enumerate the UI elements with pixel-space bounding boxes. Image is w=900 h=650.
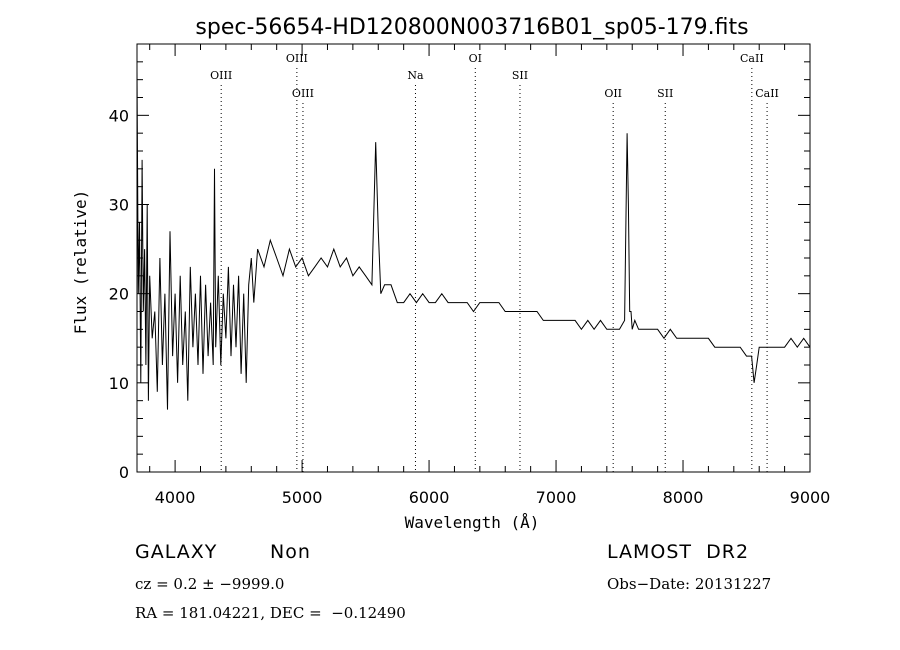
emission-line-label: Na [407,69,424,82]
y-tick-label: 0 [119,463,129,482]
x-tick-label: 8000 [663,488,704,507]
emission-line-label: SII [512,69,528,82]
x-axis-label: Wavelength (Å) [405,513,540,532]
emission-line-label: OIII [286,52,308,65]
survey-name: LAMOST DR2 [607,541,750,563]
y-tick-label: 30 [109,196,129,215]
emission-line-label: CaII [755,87,779,100]
emission-line-label: OIII [210,69,232,82]
y-tick-label: 40 [109,106,129,125]
y-tick-label: 20 [109,285,129,304]
object-subclass: Non [270,541,311,563]
coordinates-info: RA = 181.04221, DEC = −0.12490 [135,604,406,622]
x-tick-label: 4000 [155,488,196,507]
emission-line-label: SII [657,87,673,100]
redshift-info: cz = 0.2 ± −9999.0 [135,575,285,593]
y-axis-label: Flux (relative) [71,190,90,335]
y-tick-label: 10 [109,374,129,393]
emission-line-label: CaII [740,52,764,65]
x-tick-label: 7000 [536,488,577,507]
object-class: GALAXY [135,541,218,563]
emission-line-label: OII [604,87,622,100]
emission-line-label: OI [469,52,482,65]
x-tick-label: 5000 [282,488,323,507]
plot-frame [136,43,811,473]
x-tick-label: 9000 [790,488,831,507]
emission-line-label: OIII [292,87,314,100]
x-tick-label: 6000 [409,488,450,507]
observation-date: Obs−Date: 20131227 [607,575,772,593]
chart-title: spec-56654-HD120800N003716B01_sp05-179.f… [195,15,748,40]
spectrum-line [136,70,811,410]
